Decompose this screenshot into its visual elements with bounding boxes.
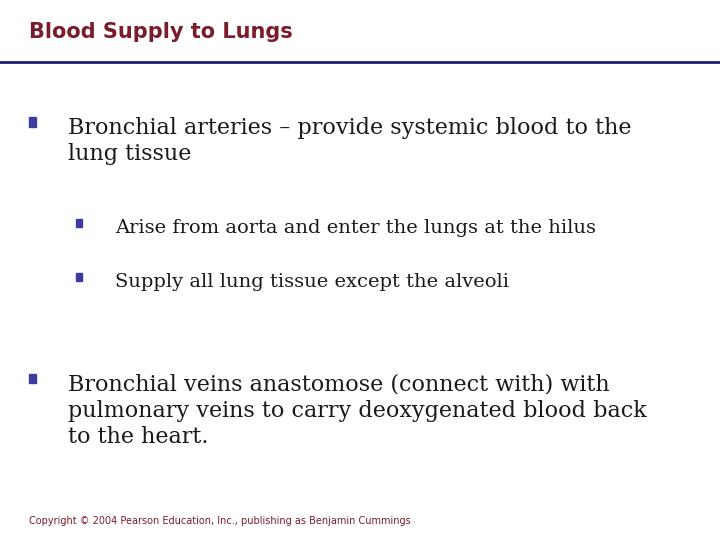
Text: Bronchial veins anastomose (connect with) with
pulmonary veins to carry deoxygen: Bronchial veins anastomose (connect with…: [68, 374, 647, 448]
Text: Copyright © 2004 Pearson Education, Inc., publishing as Benjamin Cummings: Copyright © 2004 Pearson Education, Inc.…: [29, 516, 410, 526]
Bar: [76, 273, 82, 281]
Text: Blood Supply to Lungs: Blood Supply to Lungs: [29, 22, 292, 42]
Text: Bronchial arteries – provide systemic blood to the
lung tissue: Bronchial arteries – provide systemic bl…: [68, 117, 632, 165]
Bar: [76, 219, 82, 227]
Text: Supply all lung tissue except the alveoli: Supply all lung tissue except the alveol…: [115, 273, 509, 291]
Text: Arise from aorta and enter the lungs at the hilus: Arise from aorta and enter the lungs at …: [115, 219, 596, 237]
Bar: [29, 117, 36, 127]
Bar: [29, 374, 36, 383]
